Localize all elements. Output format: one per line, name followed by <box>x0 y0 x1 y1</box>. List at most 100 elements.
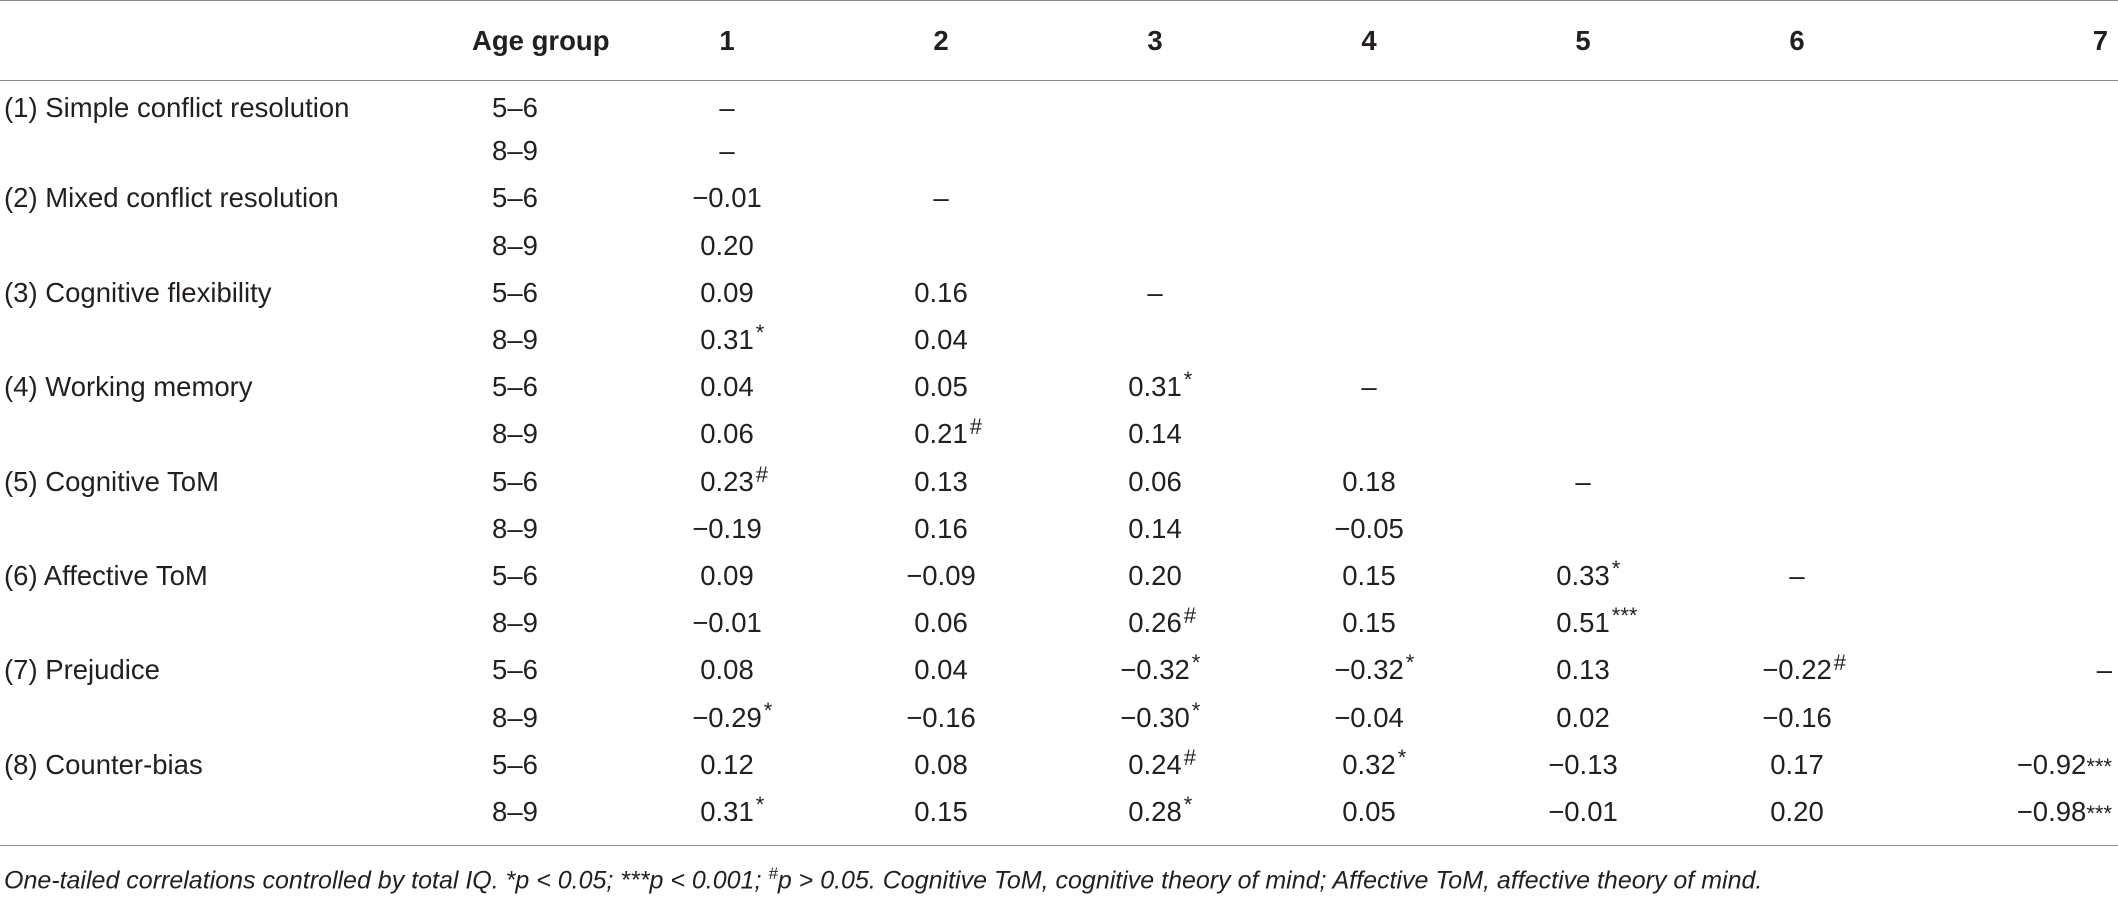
correlation-value: 0.31 <box>700 324 754 356</box>
header-col-5: 5 <box>1476 0 1690 81</box>
correlation-value: 0.15 <box>1342 607 1396 639</box>
correlation-value: −0.04 <box>1334 701 1404 733</box>
table-row: 8–9 −0.01 0.06 0.26 #0.15 0.51 *** <box>0 600 2118 647</box>
correlation-value-group: 0.28 * <box>1128 792 1192 828</box>
correlation-cell <box>1476 81 1690 128</box>
correlation-cell: – <box>1690 552 1904 599</box>
table-row: (5) Cognitive ToM 5–6 0.23 #0.13 0.06 0.18– <box>0 458 2118 505</box>
correlation-cell <box>1262 222 1476 269</box>
correlation-value: 0.13 <box>1556 654 1610 686</box>
correlation-value: – <box>1361 371 1377 403</box>
correlation-value: −0.05 <box>1334 512 1404 544</box>
correlation-cell: −0.09 <box>834 552 1048 599</box>
correlation-cell: 0.13 <box>834 458 1048 505</box>
correlation-value: – <box>933 182 949 214</box>
correlation-value: 0.32 <box>1342 748 1396 780</box>
variable-name: (1) Simple conflict resolution <box>4 92 350 124</box>
correlation-cell <box>1476 269 1690 316</box>
significance-mark: # <box>1183 744 1197 770</box>
correlation-cell <box>1904 316 2118 363</box>
correlation-cell: 0.20 <box>620 222 834 269</box>
correlation-value-group: 0.14 <box>1128 513 1182 545</box>
correlation-cell <box>1262 175 1476 222</box>
correlation-cell: 0.04 <box>620 364 834 411</box>
correlation-cell <box>1904 694 2118 741</box>
correlation-cell: – <box>620 81 834 128</box>
table-row: (2) Mixed conflict resolution 5–6 −0.01 – <box>0 175 2118 222</box>
correlation-value-group: 0.31 * <box>1128 367 1192 403</box>
table-row: (3) Cognitive flexibility 5–6 0.09 0.16 – <box>0 269 2118 316</box>
correlation-value: 0.05 <box>1342 795 1396 827</box>
correlation-value-group: 0.20 <box>700 230 754 262</box>
table-row: (6) Affective ToM 5–6 0.09 −0.09 0.20 0.15 0.3… <box>0 552 2118 599</box>
correlation-value-group: 0.16 <box>914 277 968 309</box>
correlation-value: −0.32 <box>1120 654 1190 686</box>
correlation-cell: 0.09 <box>620 269 834 316</box>
correlation-cell: 0.31 * <box>620 316 834 363</box>
correlation-value: −0.01 <box>692 607 762 639</box>
correlation-cell: −0.01 <box>620 175 834 222</box>
correlation-value-group: 0.04 <box>914 324 968 356</box>
correlation-value-group: – <box>1147 277 1162 309</box>
correlation-table: Age group 1 2 3 4 5 6 7 (1) Simple confl… <box>0 0 2118 846</box>
correlation-value-group: 0.12 <box>700 749 754 781</box>
correlation-value-group: 0.13 <box>1556 654 1610 686</box>
correlation-cell: 0.05 <box>834 364 1048 411</box>
header-age-group: Age group <box>470 0 620 81</box>
correlation-value-group: −0.01 <box>1548 796 1618 828</box>
correlation-value: 0.20 <box>1770 795 1824 827</box>
correlation-value-group: 0.31 * <box>700 792 764 828</box>
correlation-value: 0.04 <box>914 654 968 686</box>
correlation-value: −0.16 <box>1762 701 1832 733</box>
correlation-value: – <box>2096 654 2112 686</box>
age-group-cell: 8–9 <box>492 607 538 639</box>
correlation-cell <box>1262 316 1476 363</box>
correlation-value: – <box>1789 559 1805 591</box>
correlation-value: −0.22 <box>1762 654 1832 686</box>
variable-name: (5) Cognitive ToM <box>4 465 219 497</box>
age-group-cell: 5–6 <box>492 182 538 214</box>
correlation-cell <box>1048 316 1262 363</box>
correlation-value-group: −0.09 <box>906 560 976 592</box>
significance-mark: # <box>969 414 983 440</box>
correlation-value-group: – <box>1361 371 1376 403</box>
correlation-cell: – <box>1476 458 1690 505</box>
correlation-cell: 0.28 * <box>1048 788 1262 846</box>
variable-name: (6) Affective ToM <box>4 559 208 591</box>
correlation-value-group: −0.05 <box>1334 513 1404 545</box>
age-group-cell: 5–6 <box>492 92 538 124</box>
footnote-text-2: p > 0.05. Cognitive ToM, cognitive theor… <box>777 866 1763 895</box>
correlation-value: 0.12 <box>700 748 754 780</box>
correlation-cell: −0.04 <box>1262 694 1476 741</box>
correlation-value: 0.20 <box>700 229 754 261</box>
correlation-cell: – <box>620 128 834 175</box>
significance-mark: * <box>1183 367 1193 393</box>
correlation-cell <box>1690 505 1904 552</box>
correlation-cell <box>1476 505 1690 552</box>
variable-name <box>0 788 470 846</box>
correlation-value-group: −0.32 * <box>1334 650 1414 686</box>
correlation-value-group: 0.05 <box>1342 796 1396 828</box>
correlation-cell <box>1048 175 1262 222</box>
variable-name <box>0 411 470 458</box>
correlation-value: 0.08 <box>914 748 968 780</box>
correlation-cell: 0.04 <box>834 647 1048 694</box>
correlation-value-group: −0.32 * <box>1120 650 1200 686</box>
correlation-cell: 0.21 # <box>834 411 1048 458</box>
correlation-cell <box>1904 552 2118 599</box>
correlation-value-group: 0.23 # <box>700 462 768 498</box>
correlation-value-group: −0.16 <box>906 702 976 734</box>
correlation-value-group: 0.33 * <box>1556 556 1620 592</box>
correlation-value: 0.06 <box>914 607 968 639</box>
correlation-value: 0.14 <box>1128 418 1182 450</box>
correlation-cell: −0.13 <box>1476 741 1690 788</box>
correlation-value: 0.09 <box>700 276 754 308</box>
table-row: 8–9 0.31 * 0.15 0.28 * 0.05 −0.01 0.20 −0.98*** <box>0 788 2118 846</box>
correlation-value-group: – <box>933 182 948 214</box>
variable-name: (7) Prejudice <box>4 654 160 686</box>
correlation-cell: 0.13 <box>1476 647 1690 694</box>
significance-mark: * <box>1191 650 1201 676</box>
correlation-cell <box>1690 316 1904 363</box>
correlation-cell: 0.08 <box>834 741 1048 788</box>
header-col-1: 1 <box>620 0 834 81</box>
